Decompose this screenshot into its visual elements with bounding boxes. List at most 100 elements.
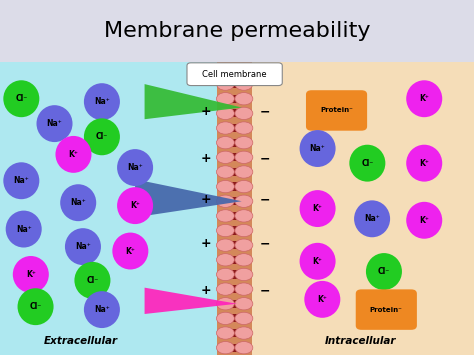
FancyBboxPatch shape <box>227 109 242 118</box>
Text: Cell membrane: Cell membrane <box>202 70 267 79</box>
Ellipse shape <box>217 327 234 339</box>
Polygon shape <box>145 288 237 314</box>
Ellipse shape <box>13 256 49 293</box>
Text: Cl⁻: Cl⁻ <box>86 276 99 285</box>
Text: Cl⁻: Cl⁻ <box>361 159 374 168</box>
Ellipse shape <box>235 239 253 251</box>
FancyBboxPatch shape <box>0 0 474 62</box>
Text: K⁺: K⁺ <box>318 295 327 304</box>
Ellipse shape <box>366 253 402 290</box>
Text: Na⁺: Na⁺ <box>75 242 91 251</box>
FancyBboxPatch shape <box>227 197 242 205</box>
Text: Intracellular: Intracellular <box>325 336 396 346</box>
Text: +: + <box>201 237 211 250</box>
FancyBboxPatch shape <box>227 256 242 264</box>
Ellipse shape <box>235 107 253 120</box>
Ellipse shape <box>406 80 442 117</box>
Text: Na⁺: Na⁺ <box>46 119 63 128</box>
Text: K⁺: K⁺ <box>419 94 429 103</box>
Ellipse shape <box>84 118 120 155</box>
Ellipse shape <box>235 137 253 149</box>
Ellipse shape <box>84 83 120 120</box>
Ellipse shape <box>18 288 54 325</box>
Text: +: + <box>201 105 211 119</box>
Ellipse shape <box>217 283 234 295</box>
Ellipse shape <box>217 63 234 76</box>
Polygon shape <box>135 179 242 217</box>
FancyBboxPatch shape <box>227 329 242 337</box>
Text: Cl⁻: Cl⁻ <box>29 302 42 311</box>
Ellipse shape <box>235 268 253 280</box>
Ellipse shape <box>235 78 253 90</box>
FancyBboxPatch shape <box>187 63 282 86</box>
FancyBboxPatch shape <box>227 285 242 293</box>
FancyBboxPatch shape <box>227 212 242 220</box>
Ellipse shape <box>217 122 234 134</box>
FancyBboxPatch shape <box>227 95 242 103</box>
Ellipse shape <box>117 149 153 186</box>
FancyBboxPatch shape <box>227 271 242 279</box>
Text: −: − <box>259 193 270 206</box>
FancyBboxPatch shape <box>227 153 242 162</box>
Text: −: − <box>259 284 270 297</box>
Ellipse shape <box>349 145 385 182</box>
Text: Na⁺: Na⁺ <box>364 214 380 223</box>
Text: Na⁺: Na⁺ <box>16 225 32 234</box>
Text: Extracellular: Extracellular <box>44 336 118 346</box>
Text: K⁺: K⁺ <box>313 204 322 213</box>
Text: Na⁺: Na⁺ <box>94 305 110 314</box>
Polygon shape <box>145 84 242 119</box>
Ellipse shape <box>217 107 234 120</box>
Ellipse shape <box>217 224 234 237</box>
Ellipse shape <box>406 202 442 239</box>
Ellipse shape <box>235 166 253 178</box>
FancyBboxPatch shape <box>252 62 474 355</box>
Ellipse shape <box>65 228 101 265</box>
Text: K⁺: K⁺ <box>69 150 78 159</box>
Ellipse shape <box>217 210 234 222</box>
Ellipse shape <box>60 184 96 221</box>
Ellipse shape <box>235 283 253 295</box>
Ellipse shape <box>217 254 234 266</box>
FancyBboxPatch shape <box>227 314 242 322</box>
Ellipse shape <box>3 80 39 117</box>
Ellipse shape <box>235 93 253 105</box>
FancyBboxPatch shape <box>227 300 242 308</box>
FancyBboxPatch shape <box>227 80 242 88</box>
FancyBboxPatch shape <box>227 344 242 352</box>
Text: −: − <box>259 152 270 165</box>
Text: Na⁺: Na⁺ <box>127 163 143 172</box>
Ellipse shape <box>217 312 234 324</box>
Ellipse shape <box>235 122 253 134</box>
Ellipse shape <box>235 195 253 207</box>
Ellipse shape <box>300 190 336 227</box>
Text: Cl⁻: Cl⁻ <box>96 132 108 141</box>
FancyBboxPatch shape <box>227 241 242 249</box>
FancyBboxPatch shape <box>217 62 252 355</box>
Text: Protein⁻: Protein⁻ <box>320 108 353 114</box>
Text: Protein⁻: Protein⁻ <box>370 307 403 313</box>
Ellipse shape <box>74 262 110 299</box>
Ellipse shape <box>217 151 234 163</box>
Ellipse shape <box>235 151 253 163</box>
Text: K⁺: K⁺ <box>130 201 140 210</box>
Ellipse shape <box>406 145 442 182</box>
Ellipse shape <box>235 297 253 310</box>
Text: K⁺: K⁺ <box>126 246 135 256</box>
Text: Na⁺: Na⁺ <box>94 97 110 106</box>
Ellipse shape <box>235 224 253 237</box>
Ellipse shape <box>300 243 336 280</box>
Ellipse shape <box>217 342 234 354</box>
Text: Na⁺: Na⁺ <box>13 176 29 185</box>
Ellipse shape <box>217 239 234 251</box>
Ellipse shape <box>235 342 253 354</box>
Ellipse shape <box>217 297 234 310</box>
Ellipse shape <box>217 268 234 280</box>
Ellipse shape <box>117 187 153 224</box>
Ellipse shape <box>217 180 234 193</box>
FancyBboxPatch shape <box>227 226 242 235</box>
FancyBboxPatch shape <box>227 168 242 176</box>
Ellipse shape <box>304 281 340 318</box>
Ellipse shape <box>36 105 73 142</box>
Ellipse shape <box>235 327 253 339</box>
